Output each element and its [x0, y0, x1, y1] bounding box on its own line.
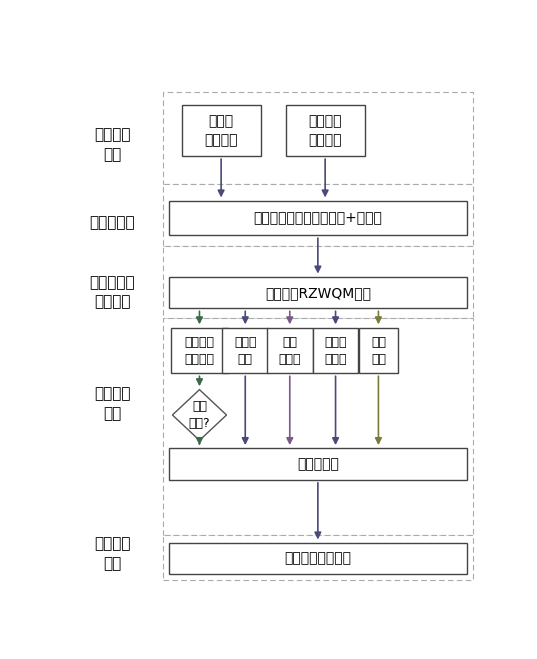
Text: 率定的农业
系统模型: 率定的农业 系统模型 — [89, 275, 135, 310]
FancyBboxPatch shape — [163, 318, 473, 534]
Text: 灌溉
系数: 灌溉 系数 — [371, 335, 386, 366]
FancyBboxPatch shape — [163, 92, 473, 184]
Text: 土壤
含水量: 土壤 含水量 — [279, 335, 301, 366]
FancyBboxPatch shape — [169, 277, 467, 308]
FancyBboxPatch shape — [169, 201, 467, 235]
Text: 气象数据
接口: 气象数据 接口 — [94, 128, 130, 163]
Text: 灌溉控制
系统: 灌溉控制 系统 — [94, 536, 130, 571]
Text: 田间持
水率: 田间持 水率 — [234, 335, 257, 366]
Text: 气象数据库: 气象数据库 — [89, 215, 135, 230]
FancyBboxPatch shape — [267, 328, 313, 374]
Text: 作物根
系深度: 作物根 系深度 — [324, 335, 347, 366]
FancyBboxPatch shape — [286, 105, 365, 156]
FancyBboxPatch shape — [182, 105, 260, 156]
Text: 率定后的RZWQM模型: 率定后的RZWQM模型 — [265, 286, 371, 300]
Text: 超过
阈值?: 超过 阈值? — [188, 400, 211, 430]
FancyBboxPatch shape — [169, 543, 467, 575]
FancyBboxPatch shape — [313, 328, 359, 374]
Text: 服务器气象数据库（历史+预报）: 服务器气象数据库（历史+预报） — [253, 211, 382, 225]
FancyBboxPatch shape — [359, 328, 398, 374]
FancyBboxPatch shape — [163, 246, 473, 318]
Text: 计算灌水量: 计算灌水量 — [297, 457, 339, 471]
Text: 自动滴灌控制系统: 自动滴灌控制系统 — [285, 552, 351, 565]
Text: 气象站
历史数据: 气象站 历史数据 — [205, 115, 238, 147]
Polygon shape — [172, 389, 227, 440]
FancyBboxPatch shape — [171, 328, 228, 374]
FancyBboxPatch shape — [169, 449, 467, 480]
FancyBboxPatch shape — [163, 184, 473, 246]
Text: 网络预报
气象数据: 网络预报 气象数据 — [308, 115, 342, 147]
Text: 灌溉决策
算法: 灌溉决策 算法 — [94, 386, 130, 421]
FancyBboxPatch shape — [163, 534, 473, 581]
Text: 作物水分
胁迫系数: 作物水分 胁迫系数 — [185, 335, 214, 366]
FancyBboxPatch shape — [222, 328, 268, 374]
